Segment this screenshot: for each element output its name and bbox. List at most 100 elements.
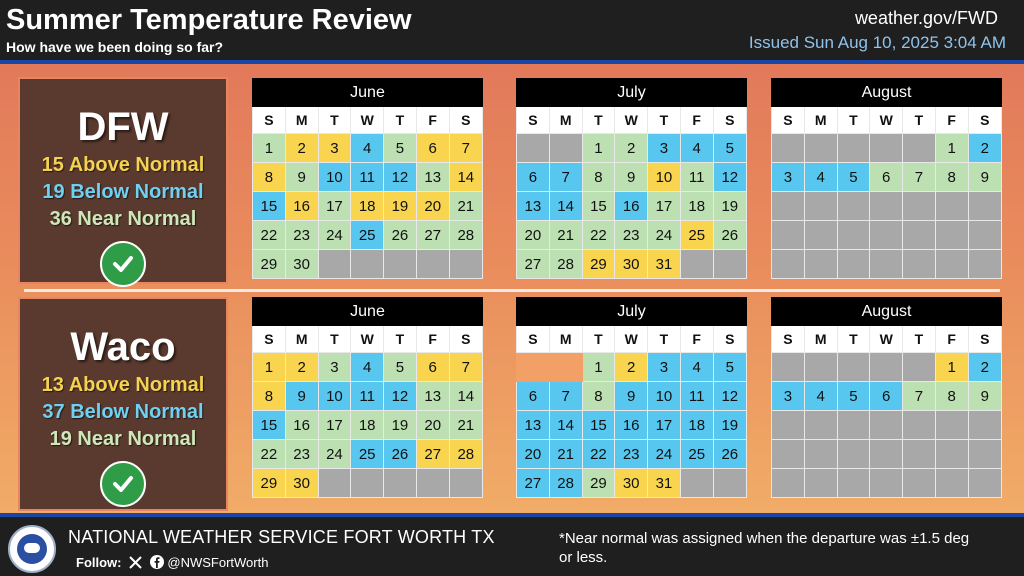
day-cell-near: 22 <box>252 220 286 250</box>
day-of-week-label: T <box>647 106 681 134</box>
day-cell-below: 2 <box>967 133 1003 163</box>
organization-name: NATIONAL WEATHER SERVICE FORT WORTH TX <box>68 527 495 547</box>
day-cell-near: 16 <box>284 410 319 440</box>
day-of-week-label: W <box>350 325 385 353</box>
empty-day-cell <box>869 133 904 163</box>
day-cell-near: 27 <box>516 249 550 279</box>
day-cell-below: 5 <box>836 162 871 192</box>
empty-day-cell <box>317 468 352 498</box>
month-name: July <box>516 297 747 326</box>
empty-day-cell <box>803 468 838 498</box>
calendar-week-row <box>771 249 1003 279</box>
day-cell-near: 9 <box>967 162 1003 192</box>
empty-day-cell <box>902 410 936 440</box>
day-cell-above: 25 <box>679 220 714 250</box>
day-of-week-label: M <box>284 106 319 134</box>
calendar-dfw-june: June S M T W T F S 1 2 3 4 5 6 7 8 9 10 11 12 13 14 15 16 17 18 19… <box>252 78 484 279</box>
empty-day-cell <box>836 410 871 440</box>
calendar-week-row: 22 23 24 25 26 27 28 <box>252 439 484 469</box>
calendar-waco-august: August S M T W T F S 1 2 3 4 5 6 7 8 9 <box>771 297 1003 498</box>
empty-day-cell <box>803 352 838 382</box>
day-cell-below: 22 <box>581 439 616 469</box>
calendar-week-row: 22 23 24 25 26 27 28 <box>252 220 484 250</box>
day-of-week-label: S <box>712 106 748 134</box>
day-of-week-label: S <box>967 106 1003 134</box>
calendar-week-row <box>771 220 1003 250</box>
empty-day-cell <box>771 220 805 250</box>
day-of-week-label: W <box>614 106 649 134</box>
day-of-week-label: F <box>679 106 714 134</box>
day-cell-above: 16 <box>284 191 319 221</box>
section-divider <box>24 289 1000 292</box>
day-cell-near: 1 <box>581 133 616 163</box>
day-of-week-label: W <box>869 106 904 134</box>
day-cell-below: 11 <box>350 381 385 411</box>
day-of-week-label: M <box>548 325 583 353</box>
website-link[interactable]: weather.gov/FWD <box>854 8 998 28</box>
day-cell-below: 26 <box>383 439 417 469</box>
day-cell-below: 20 <box>516 439 550 469</box>
day-cell-near: 8 <box>581 162 616 192</box>
social-handle[interactable]: @NWSFortWorth <box>167 555 269 570</box>
day-cell-below: 14 <box>548 191 583 221</box>
day-cell-above: 2 <box>614 352 649 382</box>
day-cell-below: 7 <box>548 162 583 192</box>
day-of-week-label: W <box>350 106 385 134</box>
day-cell-above: 8 <box>252 162 286 192</box>
day-cell-below: 5 <box>836 381 871 411</box>
empty-day-cell <box>934 191 969 221</box>
day-cell-near: 23 <box>284 439 319 469</box>
day-cell-below: 4 <box>679 352 714 382</box>
day-cell-below: 9 <box>614 381 649 411</box>
check-circle-icon <box>100 461 146 507</box>
day-cell-above: 2 <box>284 352 319 382</box>
day-cell-below: 5 <box>712 133 748 163</box>
calendar-week-row <box>771 439 1003 469</box>
follow-row: Follow: @NWSFortWorth <box>76 555 268 572</box>
day-of-week-label: S <box>516 106 550 134</box>
calendar-waco-june: June S M T W T F S 1 2 3 4 5 6 7 8 9 10 11 12 13 14 15 16 17 18 19… <box>252 297 484 498</box>
footnote: *Near normal was assigned when the depar… <box>559 530 970 566</box>
empty-day-cell <box>967 220 1003 250</box>
day-cell-above: 31 <box>647 468 681 498</box>
day-cell-below: 11 <box>350 162 385 192</box>
day-cell-near: 1 <box>252 133 286 163</box>
empty-day-cell <box>548 133 583 163</box>
month-name: July <box>516 78 747 107</box>
empty-day-cell <box>934 220 969 250</box>
empty-day-cell <box>448 468 484 498</box>
day-cell-below: 21 <box>548 439 583 469</box>
empty-day-cell <box>869 439 904 469</box>
calendar-week-row: 15 16 17 18 19 20 21 <box>252 191 484 221</box>
day-cell-above: 20 <box>415 191 450 221</box>
follow-label: Follow: <box>76 555 122 570</box>
month-name: August <box>771 78 1002 107</box>
empty-day-cell <box>679 249 714 279</box>
day-cell-below: 12 <box>712 381 748 411</box>
calendar-week-row <box>771 191 1003 221</box>
facebook-icon[interactable] <box>149 555 164 572</box>
empty-day-cell <box>902 220 936 250</box>
empty-day-cell <box>934 468 969 498</box>
day-cell-below: 12 <box>712 162 748 192</box>
day-cell-near: 29 <box>581 468 616 498</box>
day-cell-near: 1 <box>581 352 616 382</box>
calendar-week-row: 27 28 29 30 31 <box>516 468 748 498</box>
day-cell-above: 1 <box>252 352 286 382</box>
x-icon[interactable] <box>129 555 142 572</box>
month-name: June <box>252 297 483 326</box>
empty-day-cell <box>803 410 838 440</box>
empty-day-cell <box>869 352 904 382</box>
nws-logo-icon <box>8 525 56 573</box>
day-cell-near: 22 <box>581 220 616 250</box>
empty-day-cell <box>771 468 805 498</box>
near-normal-count: 36 Near Normal <box>49 208 197 230</box>
empty-day-cell <box>967 410 1003 440</box>
calendar-week-row: 27 28 29 30 31 <box>516 249 748 279</box>
empty-day-cell <box>967 191 1003 221</box>
day-cell-below: 6 <box>869 381 904 411</box>
site-panel-dfw: DFW 15 Above Normal 19 Below Normal 36 N… <box>18 77 228 287</box>
